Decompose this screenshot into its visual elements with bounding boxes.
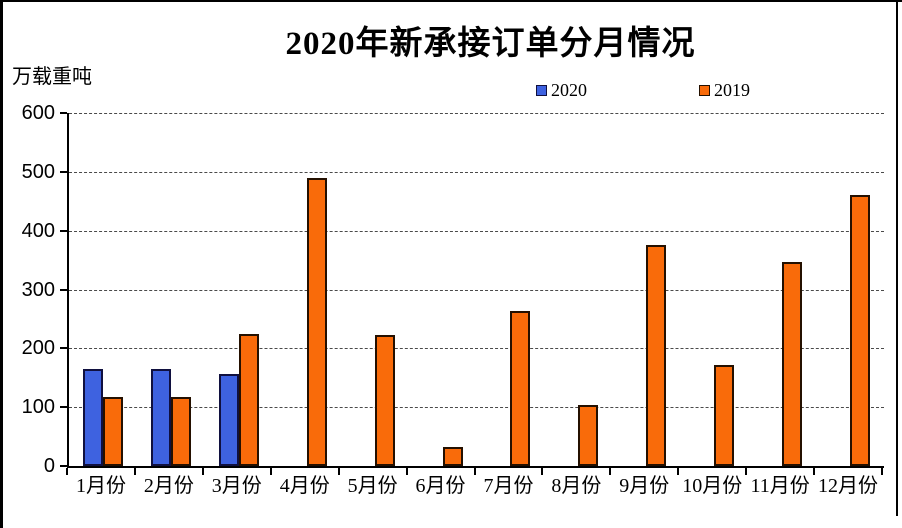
x-tick-mark-0: [66, 468, 68, 475]
y-tick-mark-600: [60, 112, 67, 114]
bar-2019-m10: [714, 365, 735, 466]
x-tick-mark-2: [201, 468, 204, 475]
x-tick-mark-5: [405, 468, 408, 475]
y-tick-mark-500: [60, 170, 67, 173]
bar-2020-m1: [82, 368, 103, 466]
screenshot-border-left: [0, 0, 3, 528]
y-tick-label-300: 300: [21, 278, 55, 301]
x-category-label-m10: 10月份: [682, 475, 743, 497]
x-category-label-m3: 3月份: [211, 475, 262, 497]
x-tick-mark-9: [677, 468, 680, 475]
x-category-label-m5: 5月份: [347, 475, 398, 497]
x-tick-mark-11: [813, 468, 816, 475]
bar-2019-m4: [306, 177, 327, 466]
gridline-200: [69, 348, 884, 350]
x-category-label-m6: 6月份: [415, 475, 466, 497]
x-tick-mark-10: [745, 468, 748, 475]
y-tick-mark-100: [60, 406, 67, 409]
x-tick-mark-7: [541, 468, 544, 475]
x-category-label-m12: 12月份: [818, 475, 879, 497]
y-tick-label-0: 0: [43, 455, 55, 477]
bar-2019-m11: [782, 262, 803, 466]
legend-item-2020: 2020: [536, 81, 587, 99]
x-category-label-m9: 9月份: [619, 475, 670, 497]
y-tick-label-100: 100: [21, 396, 55, 419]
gridline-500: [69, 171, 884, 173]
bar-2020-m3: [218, 373, 239, 466]
y-tick-mark-0: [60, 465, 67, 467]
bar-2019-m1: [102, 397, 123, 466]
legend-label-2019: 2019: [714, 80, 750, 100]
legend-label-2020: 2020: [551, 80, 587, 100]
x-tick-mark-3: [269, 468, 272, 475]
bar-2019-m12: [850, 194, 871, 466]
x-tick-mark-4: [337, 468, 340, 475]
bar-2019-m9: [646, 245, 667, 466]
y-tick-label-500: 500: [21, 160, 55, 183]
legend-swatch-2019: [699, 84, 710, 96]
gridline-600: [69, 113, 884, 114]
bar-2020-m2: [150, 368, 171, 466]
y-tick-label-200: 200: [21, 337, 55, 360]
x-tick-mark-12: [881, 468, 883, 475]
x-category-label-m4: 4月份: [279, 475, 330, 497]
x-category-label-m1: 1月份: [75, 475, 126, 497]
y-tick-mark-400: [60, 229, 67, 232]
screenshot-border-top: [0, 0, 902, 2]
x-category-label-m8: 8月份: [551, 475, 602, 497]
y-tick-label-400: 400: [21, 219, 55, 242]
x-tick-mark-6: [473, 468, 476, 475]
gridline-100: [69, 407, 884, 409]
x-tick-mark-1: [133, 468, 136, 475]
x-category-label-m11: 11月份: [750, 475, 810, 497]
x-category-label-m2: 2月份: [143, 475, 194, 497]
gridline-400: [69, 230, 884, 232]
x-tick-mark-8: [609, 468, 612, 475]
bar-2019-m5: [374, 334, 395, 466]
legend-swatch-2020: [536, 84, 547, 96]
bar-2019-m8: [578, 405, 599, 466]
y-tick-mark-200: [60, 347, 67, 350]
gridline-300: [69, 289, 884, 291]
bar-2019-m2: [170, 397, 191, 466]
x-category-label-m7: 7月份: [483, 475, 534, 497]
legend: 2020 2019: [536, 81, 750, 99]
bar-2019-m3: [238, 333, 259, 466]
y-axis-unit-label: 万载重吨: [12, 66, 92, 88]
bar-2019-m7: [510, 310, 531, 466]
bar-2019-m6: [442, 447, 463, 466]
chart-title: 2020年新承接订单分月情况: [285, 26, 696, 62]
y-tick-mark-300: [60, 288, 67, 291]
screenshot-border-right: [896, 0, 898, 516]
legend-item-2019: 2019: [699, 81, 750, 99]
y-tick-label-600: 600: [21, 102, 55, 124]
plot-area: [67, 113, 884, 468]
